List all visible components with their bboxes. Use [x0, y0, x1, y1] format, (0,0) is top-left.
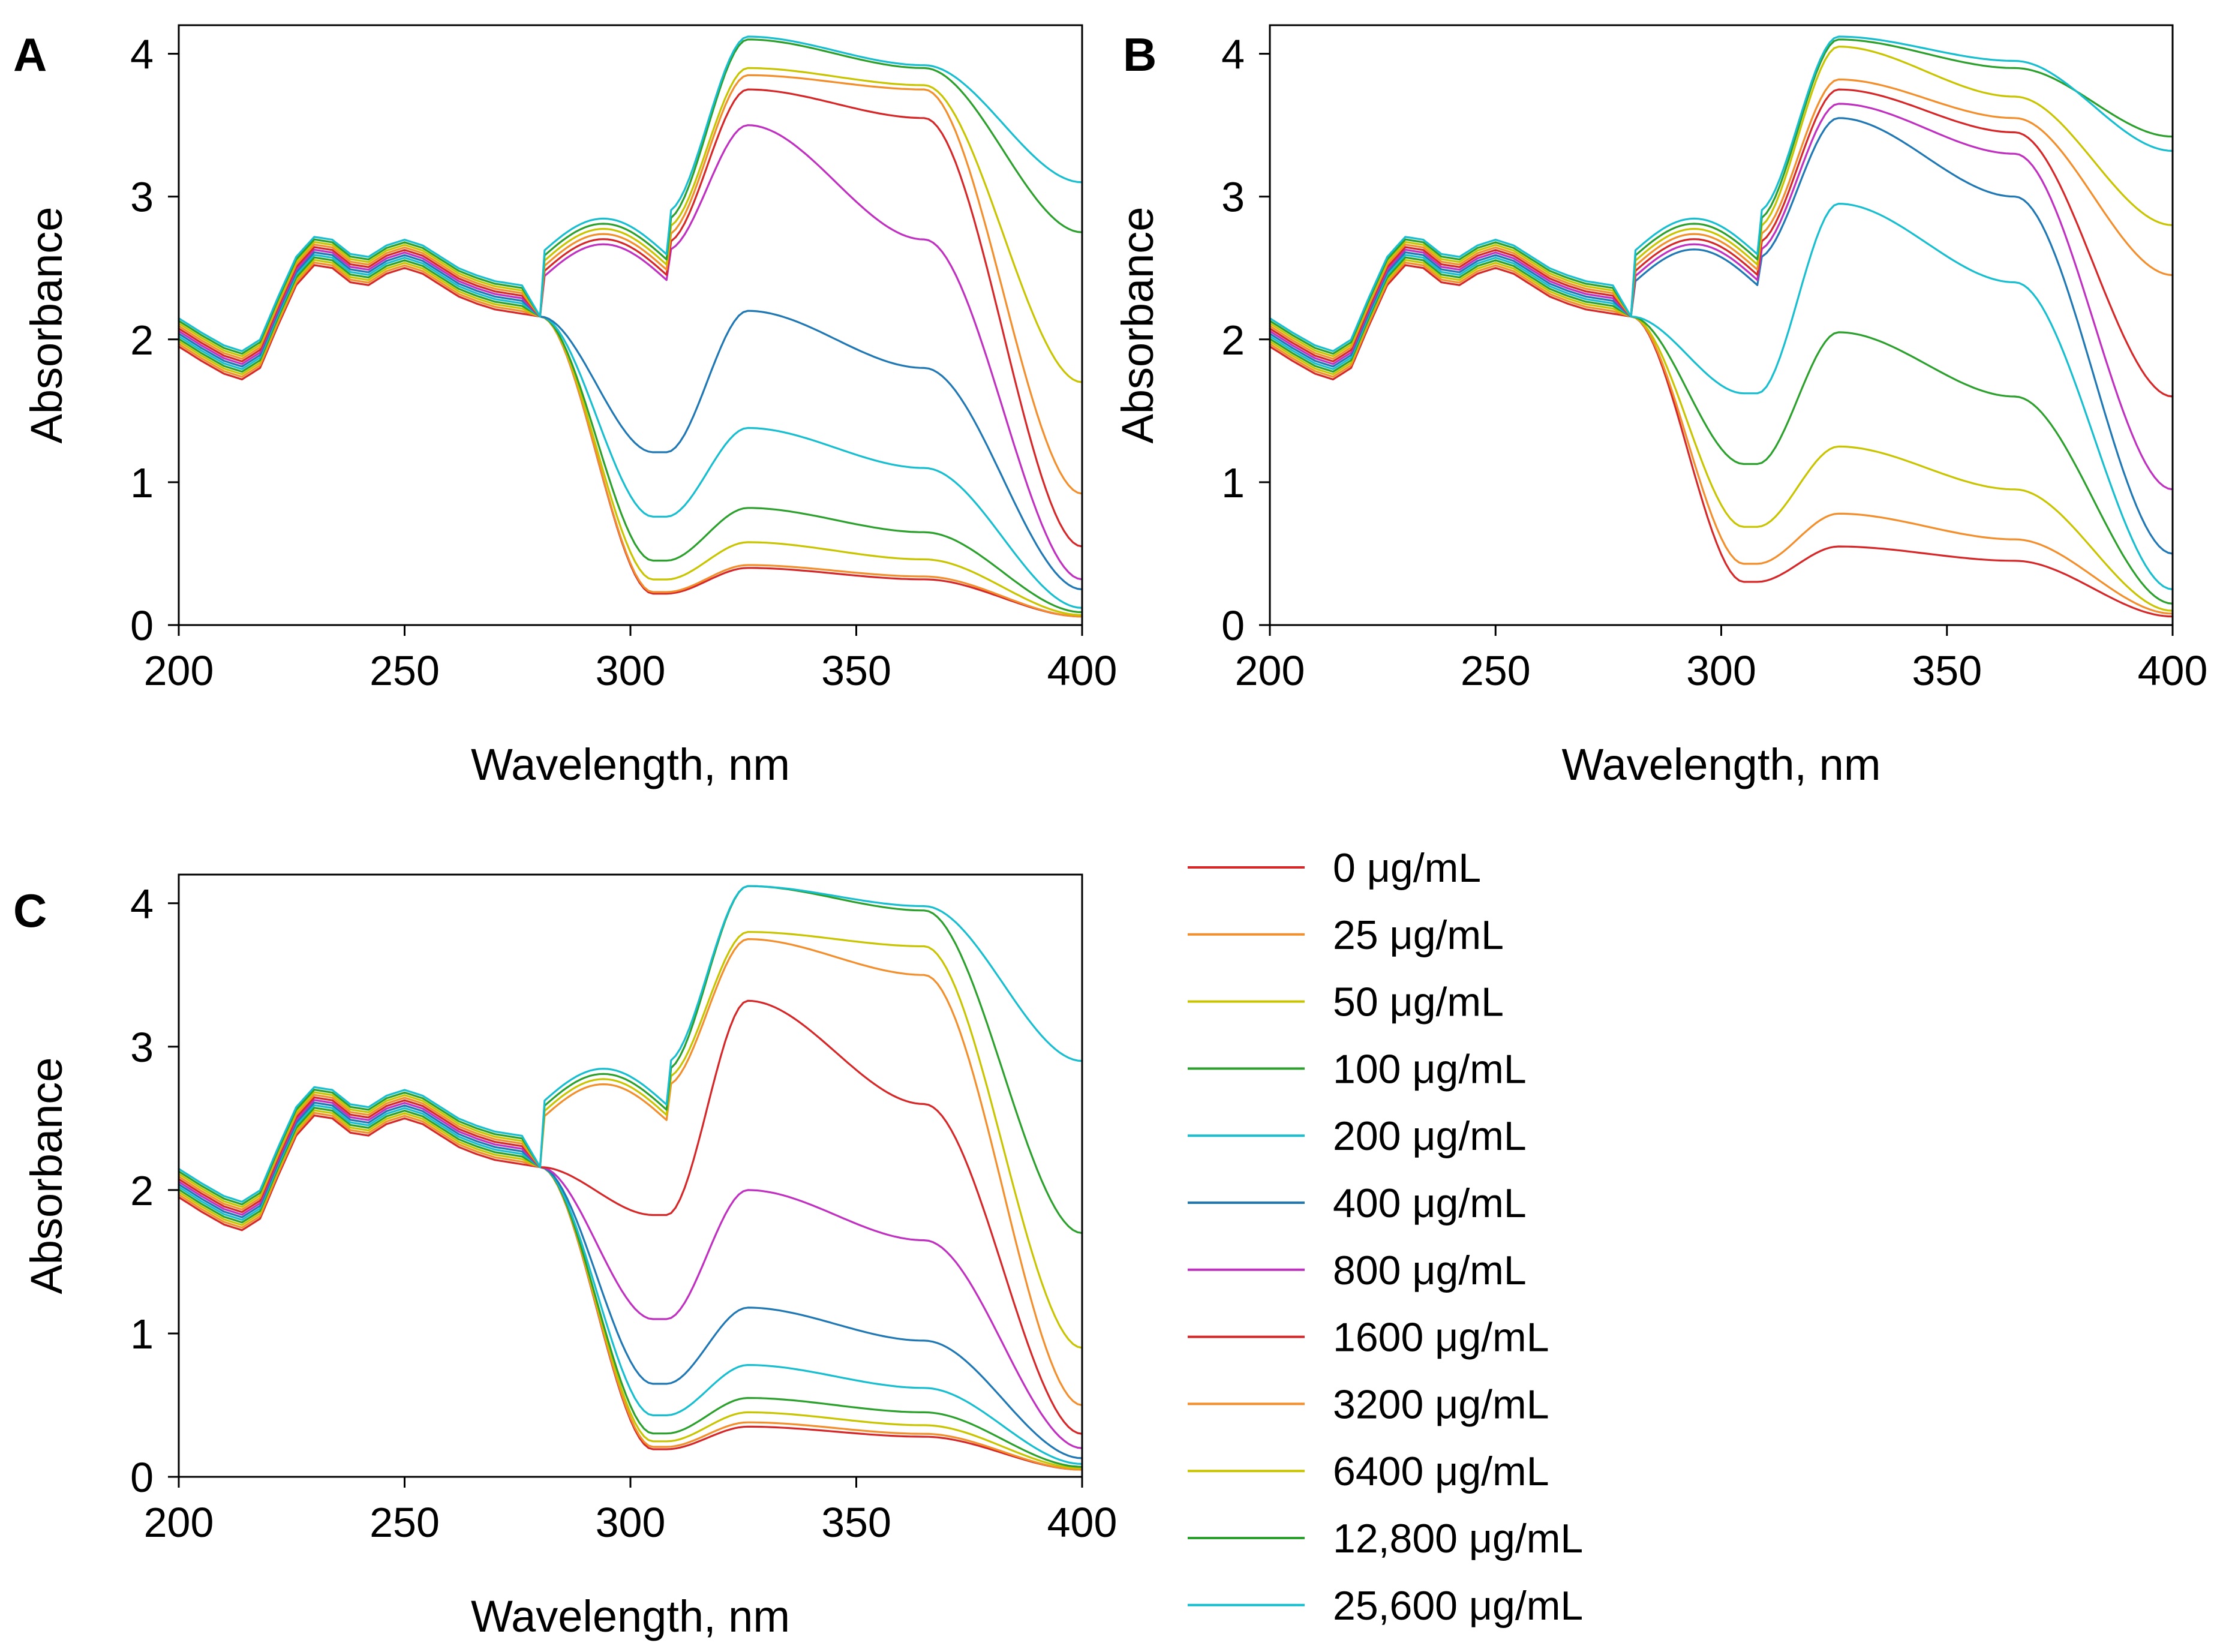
series-line-9: [178, 74, 1083, 495]
x-tick-label: 300: [596, 1499, 666, 1546]
series-line-5: [178, 254, 1083, 609]
x-tick-label: 400: [1047, 647, 1117, 694]
y-tick-label: 1: [130, 1311, 154, 1357]
x-tick-label: 300: [596, 647, 666, 694]
y-tick-label: 2: [130, 1167, 154, 1214]
y-tick-label: 0: [130, 602, 154, 649]
series-line-12: [178, 885, 1083, 1203]
y-tick-label: 4: [130, 31, 154, 78]
series-line-4: [178, 256, 1083, 614]
x-tick-label: 200: [144, 647, 214, 694]
y-tick-label: 0: [1221, 602, 1245, 649]
y-tick-label: 3: [1221, 174, 1245, 221]
series-line-3: [1269, 259, 2174, 612]
y-axis-title: Absorbance: [1113, 207, 1162, 444]
x-tick-label: 300: [1686, 647, 1756, 694]
y-tick-label: 0: [130, 1454, 154, 1501]
x-tick-label: 250: [1461, 647, 1531, 694]
series-line-2: [178, 1112, 1083, 1471]
x-tick-label: 250: [370, 1499, 440, 1546]
y-tick-label: 1: [1221, 459, 1245, 506]
x-tick-label: 400: [2138, 647, 2208, 694]
legend-label-12: 25,600 μg/mL: [1333, 1583, 1583, 1629]
panel-a: A 200 250 300 350 400 0 1 2 3 4 Wavelength, nm Absor…: [13, 24, 1117, 789]
legend-label-6: 400 μg/mL: [1333, 1181, 1527, 1226]
series-line-10: [178, 67, 1083, 383]
legend-label-3: 50 μg/mL: [1333, 980, 1504, 1025]
x-tick-label: 250: [370, 647, 440, 694]
series-line-6: [178, 1101, 1083, 1459]
series-line-7: [178, 124, 1083, 581]
y-tick-label: 4: [1221, 31, 1245, 78]
legend-label-4: 100 μg/mL: [1333, 1046, 1527, 1092]
series-line-6: [178, 251, 1083, 591]
y-tick-label: 1: [130, 459, 154, 506]
y-tick-label: 4: [130, 881, 154, 927]
series-line-9: [1269, 78, 2174, 360]
series-line-12: [178, 35, 1083, 352]
series-line-8: [1269, 88, 2174, 398]
series-line-7: [1269, 103, 2174, 491]
x-tick-label: 200: [144, 1499, 214, 1546]
series-line-1: [1269, 264, 2174, 618]
panel-letter: B: [1123, 28, 1156, 81]
legend-label-5: 200 μg/mL: [1333, 1113, 1527, 1159]
series-line-11: [1269, 38, 2174, 355]
x-axis-title: Wavelength, nm: [471, 740, 790, 789]
panel-b: B 200 250 300 350 400 0 1 2 3 4 Wavelength, nm Absor…: [1113, 24, 2208, 789]
y-tick-label: 3: [130, 174, 154, 221]
series-line-5: [1269, 203, 2174, 591]
x-tick-label: 350: [1912, 647, 1982, 694]
series-line-11: [178, 38, 1083, 355]
x-axis-title: Wavelength, nm: [1562, 740, 1881, 789]
series-line-3: [178, 259, 1083, 616]
series-line-4: [178, 1107, 1083, 1468]
x-tick-label: 200: [1235, 647, 1305, 694]
series-line-10: [1269, 46, 2174, 358]
x-axis-title: Wavelength, nm: [471, 1591, 790, 1641]
series-line-4: [1269, 256, 2174, 605]
y-tick-label: 2: [1221, 317, 1245, 364]
series-line-2: [178, 262, 1083, 618]
legend: 0 μg/mL 25 μg/mL 50 μg/mL 100 μg/mL 200 μg/m…: [1188, 845, 1583, 1629]
series-line-11: [178, 885, 1083, 1235]
x-tick-label: 400: [1047, 1499, 1117, 1546]
x-tick-label: 350: [821, 647, 891, 694]
series-line-2: [1269, 262, 2174, 615]
y-tick-label: 2: [130, 317, 154, 364]
legend-label-8: 1600 μg/mL: [1333, 1315, 1549, 1360]
series-line-12: [1269, 35, 2174, 352]
legend-label-2: 25 μg/mL: [1333, 912, 1504, 958]
series-line-8: [178, 88, 1083, 548]
legend-label-7: 800 μg/mL: [1333, 1248, 1527, 1293]
panel-letter: C: [13, 884, 47, 937]
legend-label-11: 12,800 μg/mL: [1333, 1516, 1583, 1561]
y-axis-title: Absorbance: [22, 1058, 71, 1294]
series-line-3: [178, 1109, 1083, 1470]
plot-frame: [1269, 24, 2174, 626]
panel-c: C 200 250 300 350 400 0 1 2 3 4 Wavelength, nm Absor…: [13, 873, 1117, 1641]
legend-label-9: 3200 μg/mL: [1333, 1381, 1549, 1427]
series-line-6: [1269, 117, 2174, 555]
series-line-8: [178, 999, 1083, 1435]
series-line-10: [178, 931, 1083, 1349]
series-line-7: [178, 1099, 1083, 1449]
series-line-5: [178, 1104, 1083, 1465]
series-line-9: [178, 938, 1083, 1407]
y-tick-label: 3: [130, 1024, 154, 1071]
legend-label-10: 6400 μg/mL: [1333, 1449, 1549, 1494]
legend-label-1: 0 μg/mL: [1333, 845, 1481, 891]
x-tick-label: 350: [821, 1499, 891, 1546]
y-axis-title: Absorbance: [22, 207, 71, 444]
plot-frame: [178, 873, 1083, 1478]
panel-letter: A: [13, 28, 47, 81]
